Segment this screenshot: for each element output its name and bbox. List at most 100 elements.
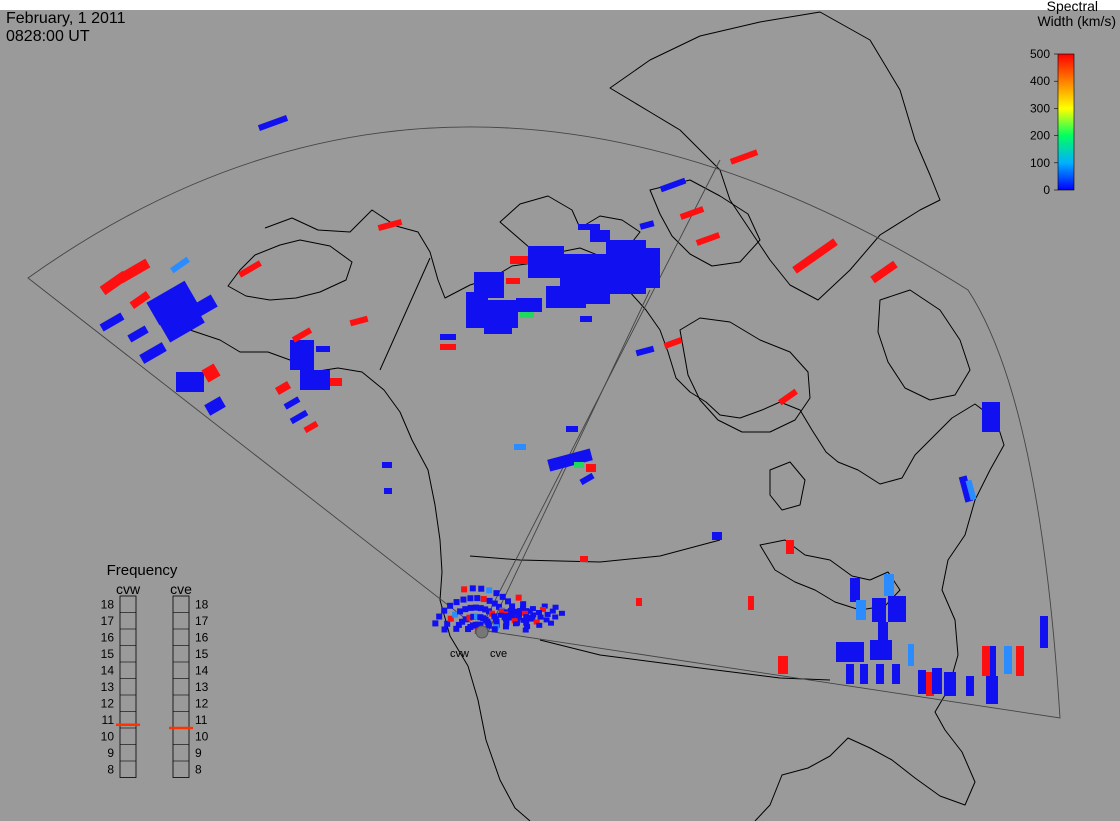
echo-cell <box>932 668 942 694</box>
echo-cell <box>578 224 600 230</box>
echo-cell <box>522 627 529 633</box>
echo-cell <box>441 626 448 633</box>
echo-cell <box>459 618 466 625</box>
echo-cell <box>606 240 646 294</box>
frequency-scale-label: 15 <box>101 647 115 661</box>
echo-cell <box>528 246 564 278</box>
colorbar-tick-label: 300 <box>1030 101 1050 115</box>
echo-cell <box>506 278 520 284</box>
echo-cell <box>982 646 990 676</box>
echo-cell <box>639 220 655 230</box>
echo-cell <box>512 621 519 627</box>
echo-cell <box>509 603 516 610</box>
echo-cell <box>289 409 309 425</box>
echo-cell <box>498 608 505 614</box>
echo-cell <box>440 334 456 340</box>
echo-cell <box>485 608 492 615</box>
echo-cell <box>510 256 532 264</box>
echo-cell <box>748 596 754 610</box>
echo-cell <box>432 620 439 627</box>
echo-cell <box>436 613 443 620</box>
echo-cell <box>462 616 469 623</box>
echo-cell <box>878 622 888 644</box>
echo-cell <box>846 664 854 684</box>
echo-cell <box>860 664 868 684</box>
echo-cell <box>526 608 533 614</box>
echo-cell <box>499 593 506 600</box>
frequency-scale-label: 14 <box>101 663 115 677</box>
frequency-radar-cvw: cvw <box>116 581 141 597</box>
echo-cell <box>659 177 687 193</box>
colorbar-ticks: 500 400 300 200 100 0 <box>1030 47 1058 197</box>
echo-cell <box>533 619 540 625</box>
echo-cell <box>792 238 838 274</box>
echo-cell <box>474 595 481 602</box>
echo-cell <box>477 622 484 629</box>
frequency-title: Frequency <box>107 562 178 579</box>
frequency-scale-label: 13 <box>101 680 115 694</box>
echo-cell <box>488 300 518 328</box>
echo-cell <box>695 232 721 246</box>
echo-cell <box>558 610 565 616</box>
echo-cell <box>516 298 542 312</box>
echo-cell <box>466 614 473 621</box>
echo-cell <box>540 607 547 613</box>
coastline-james-bay <box>769 461 806 511</box>
echo-cell <box>523 620 530 626</box>
echo-cell <box>546 286 586 308</box>
echo-cell <box>856 600 866 620</box>
echo-cell <box>139 342 167 364</box>
frequency-scale-label: 12 <box>101 696 115 710</box>
frequency-scale-label: 10 <box>195 729 209 743</box>
echo-cell <box>520 601 527 608</box>
echo-cell <box>176 372 204 392</box>
frequency-scale-label: 13 <box>195 680 209 694</box>
frequency-scale-label: 16 <box>195 630 209 644</box>
colorbar-tick-label: 400 <box>1030 74 1050 88</box>
echo-cell <box>552 604 559 610</box>
echo-cell <box>455 621 462 628</box>
coastline-labrador <box>877 289 971 401</box>
coastline-greenland <box>609 11 941 301</box>
scatter-echoes <box>99 115 1048 704</box>
echo-cell <box>884 574 894 596</box>
colorbar-tick-label: 0 <box>1043 183 1050 197</box>
frequency-column-frame <box>119 595 137 778</box>
echo-cell <box>512 609 519 615</box>
echo-cell <box>515 612 522 618</box>
echo-cell <box>926 672 934 696</box>
coastline-baffin <box>649 179 761 267</box>
colorbar-title-line1: Spectral <box>1047 0 1098 14</box>
echo-cell <box>541 603 548 609</box>
date-label: February, 1 2011 <box>6 10 126 27</box>
echo-cell <box>590 230 610 242</box>
echo-cell <box>1004 646 1012 674</box>
echo-cell <box>204 396 226 416</box>
echo-cell <box>377 218 403 232</box>
echo-cell <box>484 326 512 334</box>
echo-cell <box>472 604 479 611</box>
echo-cell <box>473 613 480 620</box>
frequency-scale-label: 11 <box>195 713 208 727</box>
echo-cell <box>303 420 319 434</box>
frequency-scale-label: 15 <box>195 647 209 661</box>
echo-cell <box>712 532 722 540</box>
echo-cell <box>636 598 642 606</box>
echo-cell <box>517 608 524 614</box>
time-label: 0828:00 UT <box>6 28 90 45</box>
echo-cell <box>580 556 588 562</box>
echo-cell <box>349 315 369 327</box>
echo-cell <box>521 610 528 616</box>
echo-cell <box>574 462 584 468</box>
echo-cell <box>918 670 926 694</box>
site-label-cve: cve <box>490 648 507 660</box>
echo-cell <box>908 644 914 666</box>
echo-cell <box>524 624 531 630</box>
echo-cell <box>549 608 556 614</box>
echo-cell <box>966 676 974 696</box>
echo-cell <box>467 604 474 611</box>
echo-cell <box>729 149 759 165</box>
echo-cell <box>778 388 798 406</box>
echo-cell <box>447 602 454 609</box>
